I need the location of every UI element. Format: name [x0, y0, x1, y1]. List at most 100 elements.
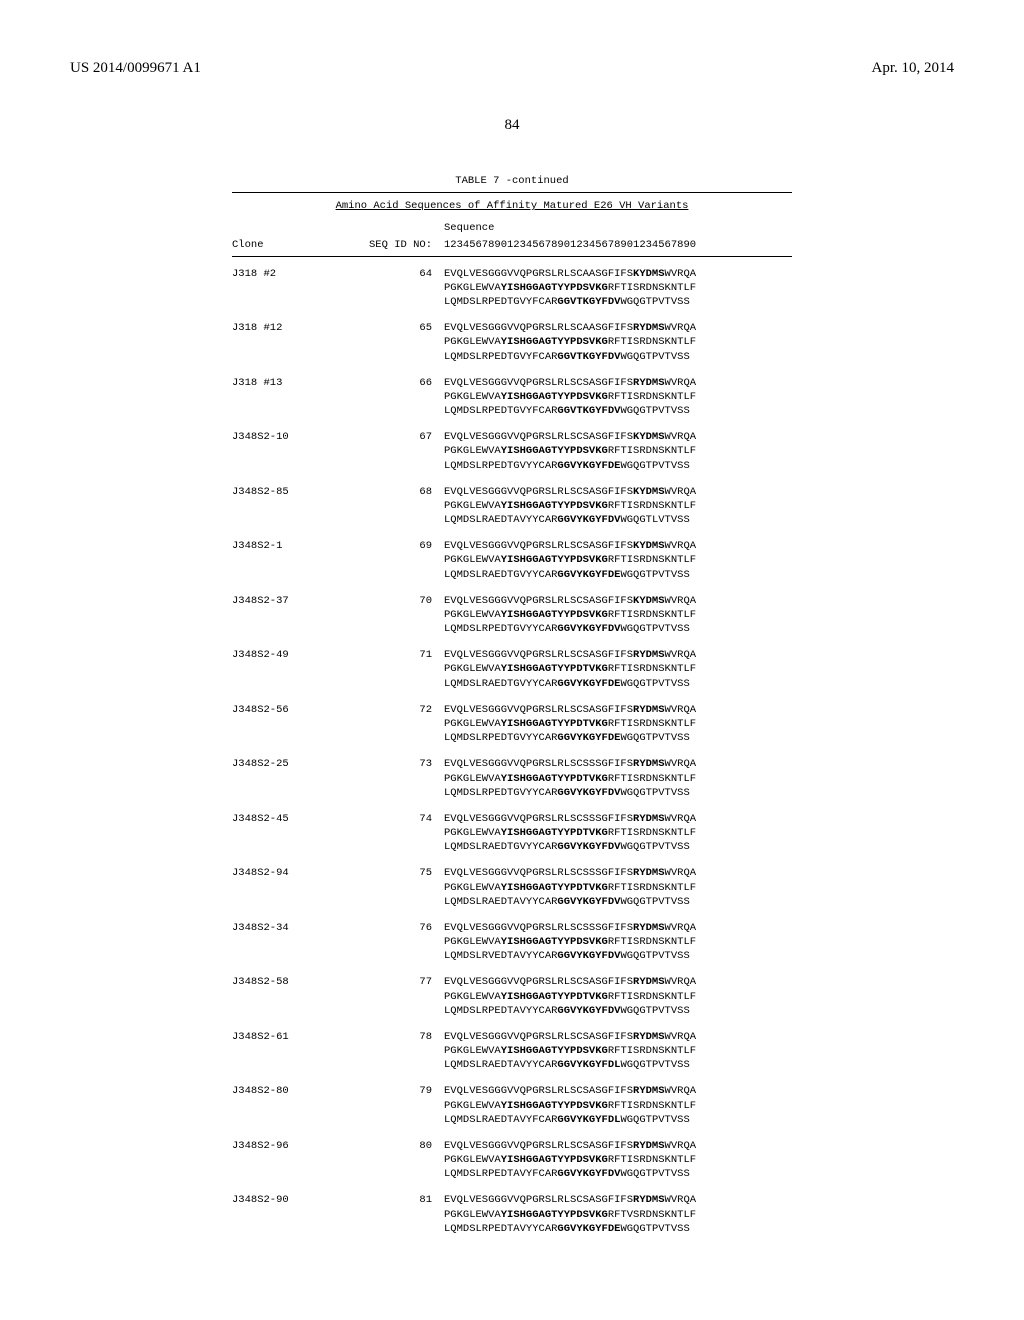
clone-cell: J348S2-61 [232, 1030, 352, 1073]
sequence-line: EVQLVESGGGVVQPGRSLRLSCSASGFIFSRYDMSWVRQA [444, 1084, 792, 1098]
seqid-cell: 75 [352, 866, 444, 909]
sequence-line: LQMDSLRAEDTGVYYCARGGVYKGYFDEWGQGTPVTVSS [444, 568, 792, 582]
sequence-line: PGKGLEWVAYISHGGAGTYYPDSVKGRFTISRDNSKNTLF [444, 935, 792, 949]
col-header-seqid-label: SEQ ID NO: [352, 238, 444, 252]
sequence-cell: EVQLVESGGGVVQPGRSLRLSCSASGFIFSKYDMSWVRQA… [444, 539, 792, 582]
sequence-cell: EVQLVESGGGVVQPGRSLRLSCSSSGFIFSRYDMSWVRQA… [444, 757, 792, 800]
seqid-cell: 67 [352, 430, 444, 473]
table-row: J348S2-3476EVQLVESGGGVVQPGRSLRLSCSSSGFIF… [232, 921, 792, 964]
sequence-line: LQMDSLRAEDTAVYFCARGGVYKGYFDLWGQGTPVTVSS [444, 1113, 792, 1127]
cdr-bold: KYDMS [633, 595, 665, 607]
table-row: J348S2-4574EVQLVESGGGVVQPGRSLRLSCSSSGFIF… [232, 812, 792, 855]
clone-cell: J348S2-10 [232, 430, 352, 473]
cdr-bold: YISHGGAGTYYPDTVKG [501, 882, 608, 894]
cdr-bold: YISHGGAGTYYPDTVKG [501, 991, 608, 1003]
clone-cell: J348S2-37 [232, 594, 352, 637]
col-header-clone [232, 221, 352, 235]
sequence-cell: EVQLVESGGGVVQPGRSLRLSCSSSGFIFSRYDMSWVRQA… [444, 866, 792, 909]
clone-cell: J348S2-49 [232, 648, 352, 691]
cdr-bold: GGVYKGYFDV [557, 841, 620, 853]
sequence-cell: EVQLVESGGGVVQPGRSLRLSCSASGFIFSRYDMSWVRQA… [444, 703, 792, 746]
sequence-line: PGKGLEWVAYISHGGAGTYYPDTVKGRFTISRDNSKNTLF [444, 772, 792, 786]
seqid-cell: 69 [352, 539, 444, 582]
cdr-bold: YISHGGAGTYYPDSVKG [501, 1154, 608, 1166]
cdr-bold: YISHGGAGTYYPDSVKG [501, 1209, 608, 1221]
seqid-cell: 65 [352, 321, 444, 364]
sequence-cell: EVQLVESGGGVVQPGRSLRLSCSASGFIFSKYDMSWVRQA… [444, 594, 792, 637]
table-row: J348S2-2573EVQLVESGGGVVQPGRSLRLSCSSSGFIF… [232, 757, 792, 800]
col-header-seqid-blank [352, 221, 444, 235]
cdr-bold: RYDMS [633, 976, 665, 988]
table-subtitle: Amino Acid Sequences of Affinity Matured… [232, 199, 792, 213]
sequence-line: EVQLVESGGGVVQPGRSLRLSCSASGFIFSRYDMSWVRQA [444, 703, 792, 717]
table-row: J348S2-9475EVQLVESGGGVVQPGRSLRLSCSSSGFIF… [232, 866, 792, 909]
sequence-line: LQMDSLRPEDTGVYYCARGGVYKGYFDVWGQGTPVTVSS [444, 622, 792, 636]
table-mid-rule [232, 256, 792, 257]
sequence-line: PGKGLEWVAYISHGGAGTYYPDSVKGRFTISRDNSKNTLF [444, 1099, 792, 1113]
cdr-bold: RYDMS [633, 1140, 665, 1152]
sequence-line: EVQLVESGGGVVQPGRSLRLSCSASGFIFSRYDMSWVRQA [444, 376, 792, 390]
seqid-cell: 72 [352, 703, 444, 746]
cdr-bold: GGVYKGYFDL [557, 1114, 620, 1126]
table-row: J348S2-3770EVQLVESGGGVVQPGRSLRLSCSASGFIF… [232, 594, 792, 637]
table-row: J348S2-8079EVQLVESGGGVVQPGRSLRLSCSASGFIF… [232, 1084, 792, 1127]
table-row: J348S2-4971EVQLVESGGGVVQPGRSLRLSCSASGFIF… [232, 648, 792, 691]
cdr-bold: RYDMS [633, 813, 665, 825]
sequence-line: EVQLVESGGGVVQPGRSLRLSCSSSGFIFSRYDMSWVRQA [444, 921, 792, 935]
seqid-cell: 79 [352, 1084, 444, 1127]
sequence-line: PGKGLEWVAYISHGGAGTYYPDSVKGRFTISRDNSKNTLF [444, 444, 792, 458]
table-row: J348S2-9680EVQLVESGGGVVQPGRSLRLSCSASGFIF… [232, 1139, 792, 1182]
table-row: J348S2-1067EVQLVESGGGVVQPGRSLRLSCSASGFIF… [232, 430, 792, 473]
clone-cell: J348S2-34 [232, 921, 352, 964]
seqid-cell: 64 [352, 267, 444, 310]
sequence-line: PGKGLEWVAYISHGGAGTYYPDTVKGRFTISRDNSKNTLF [444, 826, 792, 840]
table-row: J318 #1366EVQLVESGGGVVQPGRSLRLSCSASGFIFS… [232, 376, 792, 419]
sequence-line: PGKGLEWVAYISHGGAGTYYPDSVKGRFTISRDNSKNTLF [444, 553, 792, 567]
sequence-line: PGKGLEWVAYISHGGAGTYYPDTVKGRFTISRDNSKNTLF [444, 990, 792, 1004]
seqid-cell: 76 [352, 921, 444, 964]
cdr-bold: YISHGGAGTYYPDSVKG [501, 391, 608, 403]
cdr-bold: GGVYKGYFDV [557, 514, 620, 526]
sequence-line: LQMDSLRAEDTGVYYCARGGVYKGYFDVWGQGTPVTVSS [444, 840, 792, 854]
sequence-line: PGKGLEWVAYISHGGAGTYYPDSVKGRFTISRDNSKNTLF [444, 281, 792, 295]
cdr-bold: YISHGGAGTYYPDSVKG [501, 1045, 608, 1057]
sequence-line: EVQLVESGGGVVQPGRSLRLSCSASGFIFSRYDMSWVRQA [444, 648, 792, 662]
sequence-line: LQMDSLRAEDTAVYYCARGGVYKGYFDLWGQGTPVTVSS [444, 1058, 792, 1072]
seqid-cell: 66 [352, 376, 444, 419]
cdr-bold: GGVYKGYFDE [557, 460, 620, 472]
sequence-line: EVQLVESGGGVVQPGRSLRLSCSASGFIFSRYDMSWVRQA [444, 1193, 792, 1207]
sequence-line: LQMDSLRPEDTGVYFCARGGVTKGYFDVWGQGTPVTVSS [444, 350, 792, 364]
sequence-line: LQMDSLRAEDTAVYYCARGGVYKGYFDVWGQGTLVTVSS [444, 513, 792, 527]
cdr-bold: YISHGGAGTYYPDSVKG [501, 336, 608, 348]
page-number: 84 [70, 117, 954, 134]
table-row: J348S2-9081EVQLVESGGGVVQPGRSLRLSCSASGFIF… [232, 1193, 792, 1236]
cdr-bold: GGVYKGYFDL [557, 1059, 620, 1071]
sequence-line: EVQLVESGGGVVQPGRSLRLSCSASGFIFSKYDMSWVRQA [444, 594, 792, 608]
cdr-bold: GGVYKGYFDE [557, 1223, 620, 1235]
clone-cell: J348S2-90 [232, 1193, 352, 1236]
clone-cell: J348S2-1 [232, 539, 352, 582]
sequence-line: PGKGLEWVAYISHGGAGTYYPDSVKGRFTISRDNSKNTLF [444, 608, 792, 622]
cdr-bold: YISHGGAGTYYPDSVKG [501, 554, 608, 566]
sequence-cell: EVQLVESGGGVVQPGRSLRLSCAASGFIFSRYDMSWVRQA… [444, 321, 792, 364]
table-row: J348S2-5877EVQLVESGGGVVQPGRSLRLSCSASGFIF… [232, 975, 792, 1018]
table-row: J348S2-169EVQLVESGGGVVQPGRSLRLSCSASGFIFS… [232, 539, 792, 582]
cdr-bold: YISHGGAGTYYPDSVKG [501, 282, 608, 294]
cdr-bold: YISHGGAGTYYPDSVKG [501, 936, 608, 948]
sequence-line: LQMDSLRAEDTAVYYCARGGVYKGYFDVWGQGTPVTVSS [444, 895, 792, 909]
cdr-bold: RYDMS [633, 1194, 665, 1206]
cdr-bold: GGVYKGYFDV [557, 950, 620, 962]
clone-cell: J348S2-85 [232, 485, 352, 528]
clone-cell: J318 #13 [232, 376, 352, 419]
table-row: J348S2-6178EVQLVESGGGVVQPGRSLRLSCSASGFIF… [232, 1030, 792, 1073]
cdr-bold: YISHGGAGTYYPDSVKG [501, 1100, 608, 1112]
sequence-line: LQMDSLRPEDTGVYYCARGGVYKGYFDVWGQGTPVTVSS [444, 786, 792, 800]
cdr-bold: RYDMS [633, 377, 665, 389]
clone-cell: J348S2-94 [232, 866, 352, 909]
publication-number: US 2014/0099671 A1 [70, 60, 201, 77]
sequence-cell: EVQLVESGGGVVQPGRSLRLSCSASGFIFSKYDMSWVRQA… [444, 430, 792, 473]
sequence-cell: EVQLVESGGGVVQPGRSLRLSCSASGFIFSRYDMSWVRQA… [444, 376, 792, 419]
sequence-cell: EVQLVESGGGVVQPGRSLRLSCSASGFIFSRYDMSWVRQA… [444, 1030, 792, 1073]
sequence-line: EVQLVESGGGVVQPGRSLRLSCSASGFIFSKYDMSWVRQA [444, 485, 792, 499]
column-header-block: Sequence Clone SEQ ID NO: 12345678901234… [232, 221, 792, 251]
